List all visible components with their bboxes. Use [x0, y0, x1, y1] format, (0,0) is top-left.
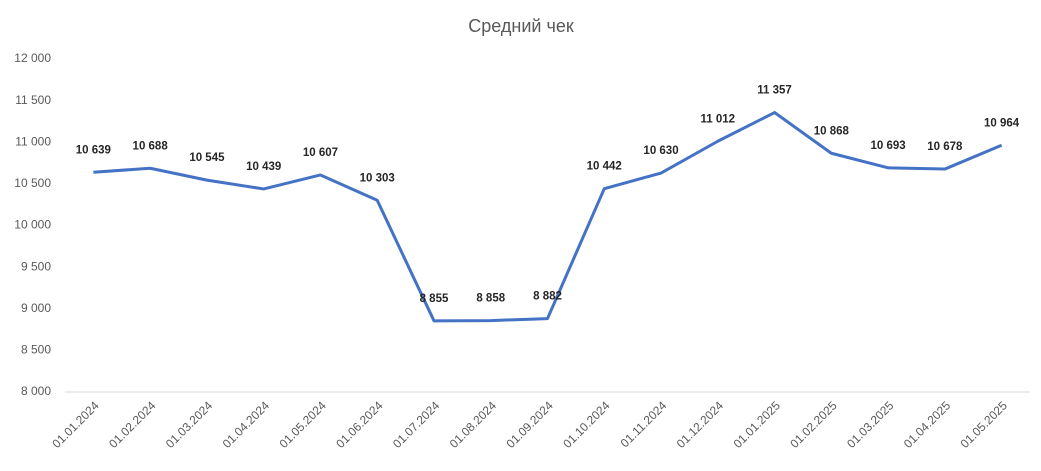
- data-label: 10 868: [814, 125, 850, 137]
- data-label: 10 630: [643, 145, 678, 157]
- y-tick-label: 9 500: [21, 259, 51, 273]
- x-tick-label: 01.11.2024: [618, 398, 670, 450]
- x-tick-label: 01.04.2024: [220, 398, 273, 451]
- x-tick-label: 01.03.2024: [163, 398, 216, 451]
- data-label: 8 855: [420, 293, 449, 305]
- line: [93, 111, 1003, 323]
- data-label: 8 882: [533, 291, 562, 303]
- data-label: 11 012: [701, 113, 736, 125]
- y-tick-label: 11 000: [15, 134, 51, 148]
- x-tick-label: 01.08.2024: [447, 398, 500, 451]
- data-label: 10 439: [246, 161, 281, 173]
- x-tick-label: 01.01.2024: [49, 398, 102, 451]
- data-label: 10 303: [360, 172, 395, 184]
- data-label: 10 678: [927, 141, 963, 153]
- data-label: 10 688: [133, 140, 169, 152]
- y-tick-label: 11 500: [15, 93, 51, 107]
- data-label: 11 357: [757, 85, 792, 97]
- x-tick-label: 01.06.2024: [333, 398, 386, 451]
- x-tick-label: 01.01.2025: [731, 398, 784, 451]
- x-tick-label: 01.10.2024: [560, 398, 613, 451]
- x-tick-label: 01.12.2024: [674, 398, 727, 451]
- x-tick-label: 01.04.2025: [901, 398, 954, 451]
- data-label: 10 545: [189, 152, 225, 164]
- chart-title: Средний чек: [468, 16, 574, 36]
- data-label: 10 693: [870, 140, 905, 152]
- x-tick-label: 01.05.2024: [276, 398, 329, 451]
- x-tick-label: 01.09.2024: [503, 398, 556, 451]
- y-tick-label: 9 000: [21, 301, 51, 315]
- x-tick-label: 01.03.2025: [844, 398, 897, 451]
- data-label: 10 442: [587, 161, 622, 173]
- data-label: 8 858: [476, 293, 505, 305]
- x-tick-label: 01.02.2025: [787, 398, 840, 451]
- x-tick-label: 01.05.2025: [958, 398, 1011, 451]
- data-label: 10 639: [76, 144, 111, 156]
- data-label: 10 964: [984, 117, 1020, 129]
- data-label: 10 607: [303, 147, 338, 159]
- y-tick-label: 12 000: [14, 51, 51, 65]
- x-tick-label: 01.07.2024: [390, 398, 443, 451]
- y-tick-label: 8 500: [21, 343, 51, 357]
- x-tick-label: 01.02.2024: [106, 398, 159, 451]
- y-tick-label: 8 000: [21, 384, 51, 398]
- y-tick-label: 10 500: [14, 176, 51, 190]
- y-tick-label: 10 000: [14, 218, 51, 232]
